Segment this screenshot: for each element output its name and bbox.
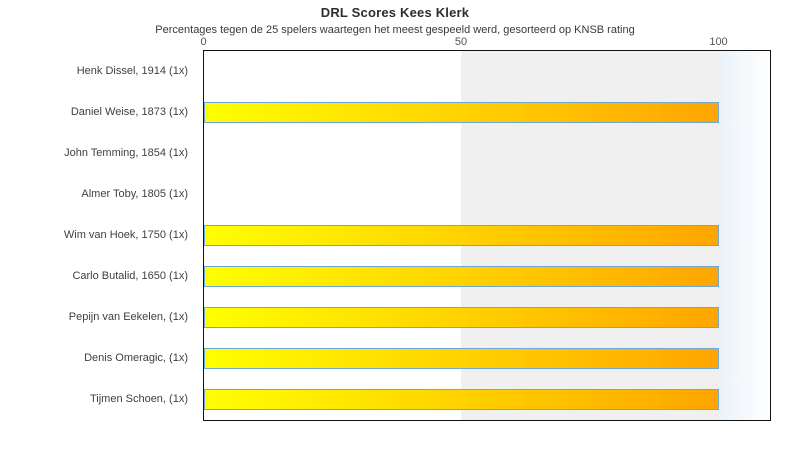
y-axis-label: Daniel Weise, 1873 (1x) bbox=[70, 106, 188, 118]
chart-subtitle: Percentages tegen de 25 spelers waartege… bbox=[155, 24, 635, 36]
band-beyond-100 bbox=[719, 51, 770, 420]
plot-area bbox=[203, 50, 771, 421]
y-axis-label: Wim van Hoek, 1750 (1x) bbox=[63, 229, 188, 241]
y-axis-label: Tijmen Schoen, (1x) bbox=[89, 393, 188, 405]
chart-title: DRL Scores Kees Klerk bbox=[320, 5, 470, 20]
x-axis-tick-label: 0 bbox=[200, 36, 207, 48]
bar bbox=[204, 389, 719, 410]
y-axis-label: Henk Dissel, 1914 (1x) bbox=[76, 65, 188, 77]
x-axis-tick-label: 50 bbox=[454, 36, 468, 48]
y-axis-labels: Henk Dissel, 1914 (1x) Daniel Weise, 1873… bbox=[0, 51, 188, 420]
bar bbox=[204, 225, 719, 246]
bar bbox=[204, 348, 719, 369]
y-axis-label: Pepijn van Eekelen, (1x) bbox=[68, 311, 188, 323]
bar bbox=[204, 266, 719, 287]
y-axis-label: Carlo Butalid, 1650 (1x) bbox=[72, 270, 188, 282]
bar bbox=[204, 102, 719, 123]
x-axis-tick-label: 100 bbox=[709, 36, 728, 48]
y-axis-label: John Temming, 1854 (1x) bbox=[64, 147, 188, 159]
bar bbox=[204, 307, 719, 328]
y-axis-label: Almer Toby, 1805 (1x) bbox=[81, 188, 188, 200]
y-axis-label: Denis Omeragic, (1x) bbox=[84, 352, 188, 364]
